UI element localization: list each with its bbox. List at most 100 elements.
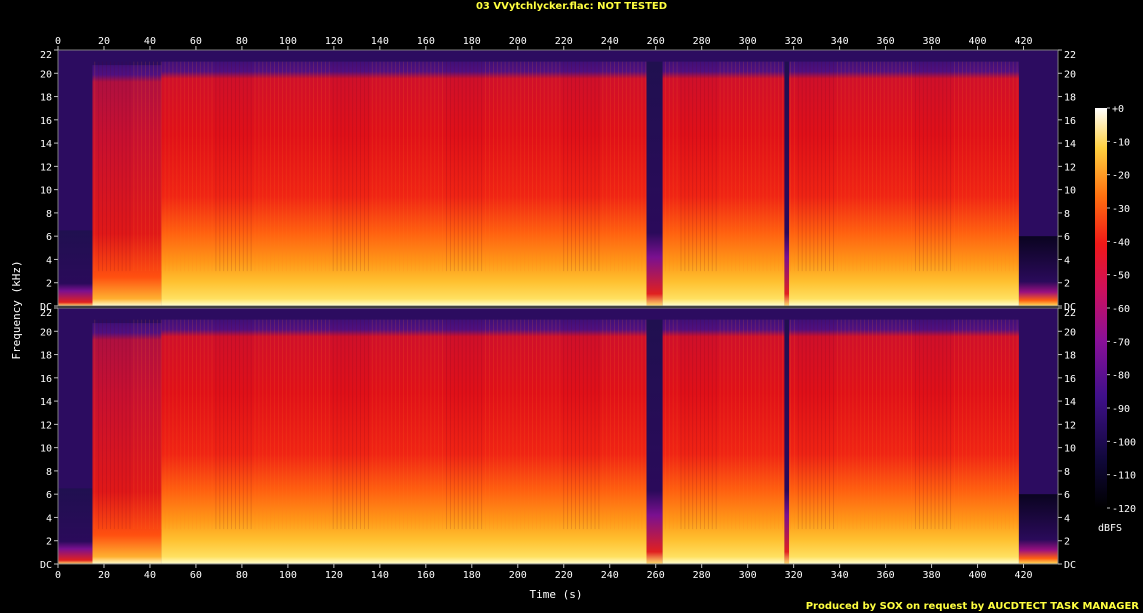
x-tick-label: 120	[325, 570, 343, 581]
colorbar-label: dBFS	[1098, 523, 1122, 534]
spectrogram-segment	[161, 319, 647, 564]
x-tick-label: 340	[831, 570, 849, 581]
x-tick-label: 400	[969, 570, 987, 581]
colorbar-tick-label: -10	[1112, 137, 1130, 148]
spectrogram-texture	[94, 319, 1018, 530]
spectrogram-segment	[646, 319, 663, 564]
spectrogram-segment	[662, 61, 785, 306]
y-tick-label: 2	[1064, 279, 1070, 290]
page-title: 03 VVytchlycker.flac: NOT TESTED	[475, 1, 668, 12]
panel-frame	[57, 307, 1059, 565]
spectrogram-segment	[58, 230, 93, 306]
x-tick-label: 260	[647, 36, 665, 47]
y-tick-label: 18	[40, 93, 52, 104]
x-tick-label: 20	[98, 36, 110, 47]
spectrogram-segment	[646, 61, 663, 306]
x-tick-label: 80	[236, 570, 248, 581]
x-tick-label: 80	[236, 36, 248, 47]
y-tick-label: 14	[40, 139, 52, 150]
x-tick-label: 100	[279, 570, 297, 581]
y-tick-label: 14	[1064, 139, 1076, 150]
x-tick-label: 40	[144, 36, 156, 47]
y-tick-label: 14	[1064, 397, 1076, 408]
y-tick-label: 10	[1064, 186, 1076, 197]
y-tick-label: 14	[40, 397, 52, 408]
spectrogram-segment	[92, 65, 162, 306]
y-tick-label: DC	[1064, 302, 1076, 313]
x-tick-label: 300	[739, 570, 757, 581]
y-tick-label: DC	[40, 560, 52, 571]
spectrogram-segment	[784, 61, 790, 306]
x-tick-label: 360	[877, 36, 895, 47]
y-tick-label: 12	[40, 162, 52, 173]
y-tick-label: 22	[40, 308, 52, 319]
x-tick-label: 200	[509, 570, 527, 581]
y-tick-label: 2	[46, 279, 52, 290]
spectrogram-segment	[92, 323, 162, 564]
x-tick-label: 240	[601, 570, 619, 581]
y-tick-label: 20	[40, 327, 52, 338]
spectrogram-segment	[784, 319, 790, 564]
y-tick-label: 10	[40, 444, 52, 455]
colorbar-tick-label: -40	[1112, 237, 1130, 248]
x-tick-label: 360	[877, 570, 895, 581]
y-tick-label: 8	[46, 467, 52, 478]
x-tick-label: 300	[739, 36, 757, 47]
y-tick-label: 6	[1064, 232, 1070, 243]
x-tick-label: 200	[509, 36, 527, 47]
x-tick-label: 320	[785, 36, 803, 47]
y-tick-label: 12	[1064, 162, 1076, 173]
x-tick-label: 60	[190, 36, 202, 47]
colorbar: +0 -10 -20 -30 -40 -50 -60 -70 -80 -90 -100 -110 -12…	[1095, 104, 1136, 515]
x-tick-label: 340	[831, 36, 849, 47]
y-axis-label: Frequency (kHz)	[10, 260, 23, 359]
x-tick-label: 420	[1014, 570, 1032, 581]
y-tick-label: 8	[1064, 209, 1070, 220]
colorbar-tick-label: -20	[1112, 171, 1130, 182]
y-tick-label: 12	[40, 420, 52, 431]
x-tick-label: 40	[144, 570, 156, 581]
x-tick-label: 280	[693, 570, 711, 581]
colorbar-tick-label: -60	[1112, 304, 1130, 315]
x-tick-label: 100	[279, 36, 297, 47]
spectrogram-segment	[662, 319, 785, 564]
x-tick-label: 120	[325, 36, 343, 47]
x-tick-label: 180	[463, 36, 481, 47]
spectrogram-segment	[789, 319, 1019, 564]
x-tick-label: 140	[371, 570, 389, 581]
x-tick-label: 220	[555, 570, 573, 581]
footer-credit: Produced by SOX on request by AUCDTECT T…	[805, 601, 1139, 612]
y-tick-label: 22	[1064, 308, 1076, 319]
colorbar-tick-label: -90	[1112, 404, 1130, 415]
x-axis-label: Time (s)	[530, 588, 583, 601]
y-tick-label: 22	[1064, 50, 1076, 61]
x-tick-label: 380	[923, 570, 941, 581]
x-tick-label: 140	[371, 36, 389, 47]
x-tick-label: 380	[923, 36, 941, 47]
x-tick-label: 0	[55, 570, 61, 581]
y-tick-label: 10	[1064, 444, 1076, 455]
spectrogram-segment	[161, 61, 647, 306]
y-tick-label: 18	[1064, 93, 1076, 104]
x-tick-label: 180	[463, 570, 481, 581]
y-tick-label: 6	[46, 490, 52, 501]
x-tick-label: 60	[190, 570, 202, 581]
y-tick-label: 4	[46, 513, 52, 524]
y-tick-label: 16	[40, 116, 52, 127]
y-tick-label: 20	[1064, 327, 1076, 338]
y-tick-label: 4	[1064, 255, 1070, 266]
colorbar-tick-label: +0	[1112, 104, 1124, 115]
y-tick-label: 6	[46, 232, 52, 243]
y-tick-label: 12	[1064, 420, 1076, 431]
colorbar-tick-label: -110	[1112, 471, 1136, 482]
spectrogram-texture	[94, 61, 1018, 272]
y-tick-label: 16	[1064, 116, 1076, 127]
x-tick-label: 420	[1014, 36, 1032, 47]
y-tick-label: 6	[1064, 490, 1070, 501]
spectrogram-segment	[58, 488, 93, 564]
spectrogram-plots	[58, 50, 1058, 564]
x-tick-label: 160	[417, 570, 435, 581]
y-tick-label: 22	[40, 50, 52, 61]
colorbar-tick-label: -100	[1112, 437, 1136, 448]
